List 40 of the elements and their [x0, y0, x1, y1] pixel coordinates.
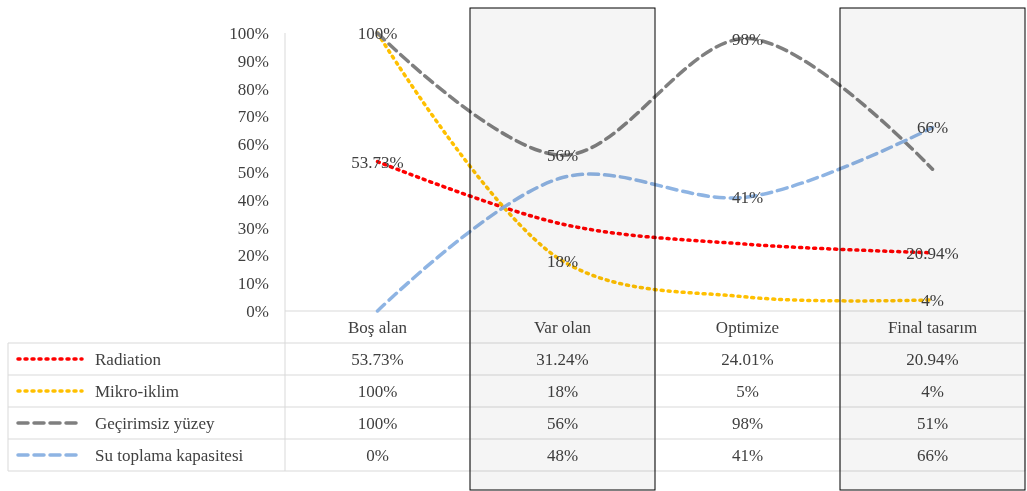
- data-label: 53.73%: [351, 349, 404, 369]
- annotation: 4%: [921, 290, 944, 310]
- data-label: 51%: [916, 413, 949, 433]
- y-tick-label: 10%: [237, 274, 269, 294]
- x-tick-label: Optimize: [715, 317, 780, 337]
- data-label: 56%: [546, 413, 579, 433]
- annotation: 20.94%: [906, 243, 959, 263]
- data-label: 100%: [357, 381, 398, 401]
- x-tick-label: Boş alan: [347, 317, 408, 337]
- annotation: 53.73%: [351, 152, 404, 172]
- legend-label: Radiation: [95, 349, 162, 369]
- data-label: 20.94%: [906, 349, 959, 369]
- x-tick-label: Var olan: [533, 317, 592, 337]
- y-tick-label: 30%: [237, 218, 269, 238]
- legend-label: Su toplama kapasitesi: [95, 445, 244, 465]
- data-label: 66%: [916, 445, 949, 465]
- data-label: 31.24%: [536, 349, 589, 369]
- y-tick-label: 90%: [237, 51, 269, 71]
- y-tick-label: 20%: [237, 246, 269, 266]
- annotation: 66%: [916, 118, 949, 138]
- x-tick-label: Final tasarım: [887, 317, 978, 337]
- y-tick-label: 0%: [246, 301, 269, 321]
- data-label: 24.01%: [721, 349, 774, 369]
- data-label: 5%: [736, 381, 759, 401]
- data-label: 98%: [731, 413, 764, 433]
- data-label: 100%: [357, 413, 398, 433]
- data-label: 4%: [921, 381, 944, 401]
- y-tick-label: 70%: [237, 107, 269, 127]
- annotation: 100%: [357, 23, 398, 43]
- y-tick-label: 80%: [237, 79, 269, 99]
- legend-label: Geçirimsiz yüzey: [95, 413, 215, 433]
- legend-label: Mikro-iklim: [95, 381, 180, 401]
- data-label: 41%: [731, 445, 764, 465]
- y-tick-label: 60%: [237, 135, 269, 155]
- y-tick-label: 40%: [237, 190, 269, 210]
- data-label: 18%: [546, 381, 579, 401]
- y-tick-label: 100%: [229, 23, 269, 43]
- y-tick-label: 50%: [237, 162, 269, 182]
- data-label: 0%: [366, 445, 389, 465]
- data-label: 48%: [546, 445, 579, 465]
